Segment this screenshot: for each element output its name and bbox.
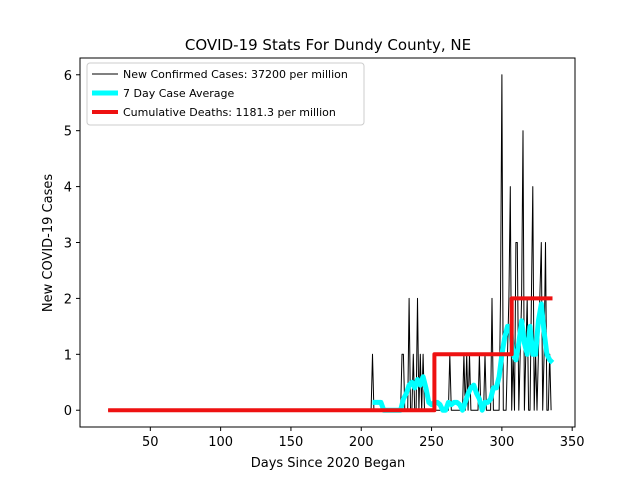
x-axis: 50 100 150 200 250 300 350 — [142, 427, 585, 450]
legend-label-deaths: Cumulative Deaths: 1181.3 per million — [123, 106, 336, 119]
x-tick-label: 250 — [419, 435, 444, 450]
y-tick-label: 3 — [64, 237, 72, 252]
chart-title: COVID-19 Stats For Dundy County, NE — [185, 36, 471, 54]
y-tick-label: 6 — [64, 69, 72, 84]
y-tick-label: 0 — [64, 404, 72, 419]
x-tick-label: 100 — [208, 435, 233, 450]
y-tick-label: 1 — [64, 348, 72, 363]
y-axis: 0 1 2 3 4 5 6 — [64, 69, 80, 419]
x-tick-label: 50 — [142, 435, 159, 450]
x-tick-label: 350 — [560, 435, 585, 450]
y-tick-label: 2 — [64, 292, 72, 307]
plot-area — [108, 74, 555, 413]
legend-label-average: 7 Day Case Average — [123, 87, 235, 100]
legend: New Confirmed Cases: 37200 per million 7… — [86, 62, 365, 126]
y-axis-label: New COVID-19 Cases — [41, 174, 56, 312]
legend-label-cases: New Confirmed Cases: 37200 per million — [123, 68, 348, 81]
legend-box — [86, 62, 365, 126]
series-line-7-day-average — [372, 301, 555, 413]
x-tick-label: 200 — [349, 435, 374, 450]
x-axis-label: Days Since 2020 Began — [251, 456, 406, 471]
y-tick-label: 5 — [64, 125, 72, 140]
x-tick-label: 150 — [279, 435, 304, 450]
y-tick-label: 4 — [64, 181, 72, 196]
x-tick-label: 300 — [489, 435, 514, 450]
series-line-cumulative-deaths — [108, 296, 553, 413]
